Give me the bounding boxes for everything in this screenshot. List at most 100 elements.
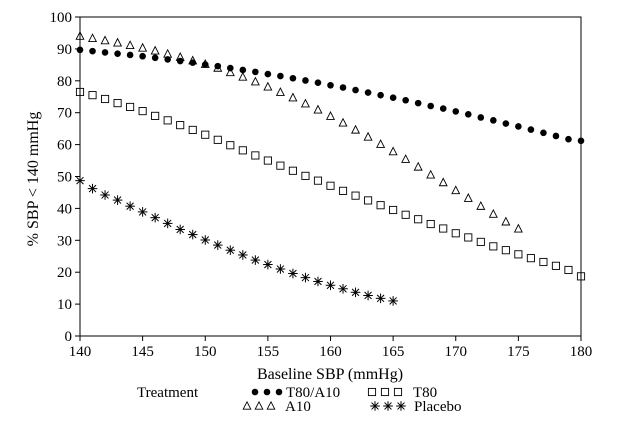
point-t80-a10	[264, 70, 272, 78]
legend-item-placebo: Placebo	[370, 399, 461, 415]
point-t80	[301, 171, 310, 180]
point-t80	[426, 219, 435, 229]
point-t80	[201, 130, 210, 139]
point-a10	[413, 161, 423, 171]
legend-marker	[242, 400, 252, 410]
point-a10	[175, 52, 185, 61]
y-tick-label: 30	[57, 233, 72, 249]
y-tick-label: 40	[57, 201, 72, 217]
x-tick-label: 175	[507, 344, 530, 360]
point-a10	[363, 131, 373, 141]
point-a10	[188, 55, 198, 65]
legend-item-t80: T80	[367, 385, 437, 401]
point-placebo	[263, 259, 273, 270]
point-t80	[439, 224, 448, 233]
point-t80-a10	[552, 132, 560, 140]
point-t80	[288, 166, 297, 175]
point-placebo	[250, 255, 261, 265]
point-t80	[151, 111, 160, 120]
point-placebo	[150, 212, 160, 223]
legend-marker	[251, 388, 259, 396]
point-placebo	[238, 250, 248, 260]
point-placebo	[225, 245, 236, 255]
point-t80	[326, 181, 335, 190]
point-t80	[176, 121, 185, 130]
point-t80-a10	[327, 81, 334, 89]
point-placebo	[212, 240, 223, 250]
y-tick-label: 100	[50, 10, 73, 26]
x-tick-label: 140	[69, 344, 92, 360]
point-t80	[389, 205, 398, 215]
point-placebo	[363, 290, 373, 301]
point-placebo	[313, 276, 323, 287]
point-t80-a10	[302, 77, 309, 84]
point-a10	[501, 216, 511, 226]
point-t80-a10	[389, 94, 397, 102]
point-placebo	[288, 268, 298, 279]
point-a10	[313, 104, 323, 114]
point-a10	[225, 67, 235, 77]
point-t80	[376, 201, 385, 210]
point-t80	[101, 94, 110, 104]
point-a10	[125, 40, 135, 50]
point-t80-a10	[252, 68, 259, 76]
point-placebo	[162, 218, 173, 229]
point-t80-a10	[151, 54, 159, 62]
legend-label: T80/A10	[286, 385, 340, 401]
point-t80	[138, 107, 147, 116]
point-a10	[488, 208, 498, 218]
y-tick-label: 60	[57, 138, 72, 154]
point-t80	[213, 135, 222, 144]
point-a10	[426, 169, 436, 179]
y-axis-title: % SBP < 140 mmHg	[25, 112, 42, 247]
point-a10	[476, 200, 486, 210]
point-t80	[539, 257, 548, 267]
point-t80	[313, 176, 323, 185]
point-a10	[513, 223, 523, 233]
point-t80	[88, 91, 97, 100]
legend-marker	[263, 388, 271, 396]
point-t80-a10	[364, 89, 372, 96]
point-placebo	[137, 207, 148, 217]
point-t80-a10	[464, 110, 472, 118]
point-t80-a10	[414, 99, 422, 107]
point-a10	[275, 87, 285, 96]
point-a10	[100, 35, 110, 45]
point-t80	[564, 265, 573, 275]
point-t80-a10	[477, 114, 485, 121]
point-placebo	[350, 287, 361, 298]
point-t80-a10	[164, 56, 171, 63]
point-t80-a10	[540, 129, 547, 137]
point-placebo	[388, 296, 398, 306]
y-tick-label: 50	[57, 170, 72, 186]
point-t80-a10	[502, 120, 510, 127]
point-t80	[251, 151, 260, 160]
legend-title: Treatment	[137, 385, 199, 401]
y-tick-label: 0	[65, 329, 73, 345]
series-t80	[75, 87, 586, 281]
legend-label: T80	[413, 385, 437, 401]
point-a10	[150, 45, 160, 55]
x-tick-label: 160	[319, 344, 342, 360]
point-placebo	[275, 264, 286, 274]
point-a10	[376, 139, 386, 148]
point-a10	[338, 117, 348, 127]
point-t80	[401, 210, 410, 219]
point-t80	[226, 141, 235, 150]
point-t80-a10	[439, 105, 447, 112]
point-t80	[501, 246, 510, 255]
legend-marker	[383, 401, 393, 411]
point-placebo	[200, 235, 211, 245]
point-a10	[163, 48, 173, 58]
point-t80	[351, 191, 360, 200]
point-placebo	[187, 229, 198, 240]
point-t80	[551, 261, 561, 270]
point-a10	[401, 154, 411, 163]
point-t80-a10	[565, 135, 572, 143]
x-axis-title: Baseline SBP (mmHg)	[257, 366, 403, 383]
point-a10	[238, 71, 248, 81]
point-a10	[138, 42, 148, 52]
point-a10	[113, 37, 123, 47]
point-t80-a10	[377, 91, 384, 99]
point-t80-a10	[452, 108, 460, 115]
